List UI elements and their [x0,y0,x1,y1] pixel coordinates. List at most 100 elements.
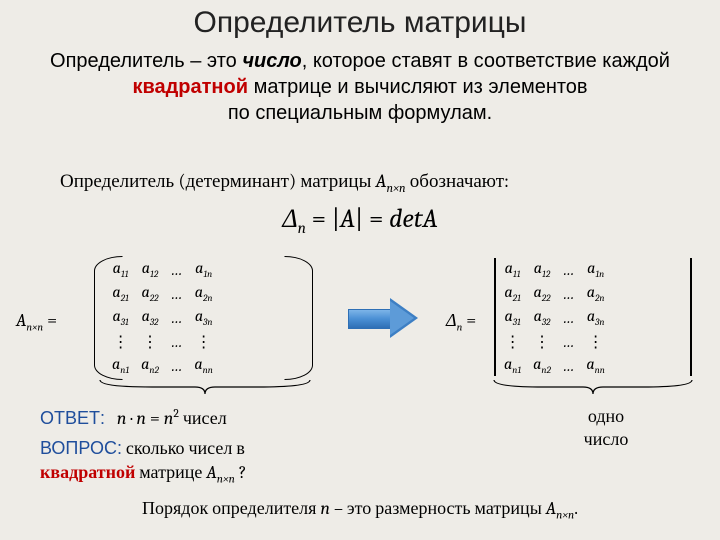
arrow-body [348,309,392,329]
cell: a1n [580,258,610,282]
intro-italic-word: число [242,50,301,72]
answer-n3: n [164,408,174,429]
table-row: a31a32…a3n [106,306,219,330]
formula-A2: A [423,204,438,234]
notation-after: обозначают: [406,170,509,192]
cell: a22 [527,282,557,306]
cell: ⋮ [188,330,218,354]
notation-A: A [376,170,387,192]
cell: ⋮ [135,330,165,354]
odno: одно [588,406,624,427]
brace-left [100,378,310,400]
answer-eq: = [146,408,164,429]
footer-A: A [546,498,556,519]
cell: an2 [527,354,557,378]
question-red: квадратной [40,462,135,483]
matrix-left: a11a12…a1n a21a22…a2n a31a32…a3n ⋮⋮…⋮ an… [106,258,219,378]
cell: ⋮ [527,330,557,354]
slide: Определитель матрицы Определитель – это … [0,0,720,540]
intro-part3: матрице и вычисляют из элементов [248,76,588,98]
cell: … [557,354,581,378]
det-bar-left [494,258,496,376]
cell: an1 [498,354,527,378]
table-row: ⋮⋮…⋮ [498,330,611,354]
cell: … [165,354,189,378]
matrix-right: a11a12…a1n a21a22…a2n a31a32…a3n ⋮⋮…⋮ an… [498,258,611,378]
answer-dot: · [126,408,136,429]
cell: a2n [580,282,610,306]
table-row: ⋮⋮…⋮ [106,330,219,354]
answer-n2: n [136,408,146,429]
formula-det: det [389,204,423,234]
intro-text: Определитель – это число, которое ставят… [40,48,680,126]
cell: a3n [580,306,610,330]
delta-eq: = [462,310,476,331]
brace-right [494,378,692,400]
formula-eq2: | = [355,204,389,234]
footer-before: Порядок определителя [142,498,320,519]
footer-line: Порядок определителя n – это размерность… [40,498,680,522]
cell: … [165,306,189,330]
footer-sub: n×n [556,508,574,522]
delta-label: Δn = [446,310,476,334]
formula-A: A [340,204,355,234]
table-row: a11a12…a1n [106,258,219,282]
cell: a31 [498,306,527,330]
cell: ⋮ [498,330,527,354]
matrix-left-table: a11a12…a1n a21a22…a2n a31a32…a3n ⋮⋮…⋮ an… [106,258,219,378]
cell: a2n [188,282,218,306]
question-text: сколько чисел в [122,438,245,459]
label-A-sub: n×n [26,321,43,334]
cell: a32 [135,306,165,330]
cell: a11 [106,258,135,282]
question-label: ВОПРОС: [40,438,122,458]
table-row: a21a22…a2n [498,282,611,306]
cell: ⋮ [580,330,610,354]
cell: a1n [188,258,218,282]
table-row: an1an2…ann [106,354,219,378]
matrix-right-table: a11a12…a1n a21a22…a2n a31a32…a3n ⋮⋮…⋮ an… [498,258,611,378]
intro-part1: Определитель – это [50,50,242,72]
cell: … [557,282,581,306]
notation-line: Определитель (детерминант) матрицы An×n … [60,170,660,196]
formula-delta: Δ [282,204,297,234]
arrow-head-fill [390,301,414,335]
footer-dot: . [574,498,578,519]
intro-red-word: квадратной [132,76,248,98]
question-qmark: ? [235,462,247,483]
cell: a21 [498,282,527,306]
footer-mid: – это размерность матрицы [330,498,546,519]
question-block: ВОПРОС: сколько чисел в квадратной матри… [40,436,420,488]
det-bar-right [690,258,692,376]
paren-right [256,256,313,380]
notation-formula: Δn = |A| = detA [0,204,720,237]
cell: a11 [498,258,527,282]
footer-n: n [320,498,330,519]
cell: … [165,258,189,282]
notation-before: Определитель (детерминант) матрицы [60,170,376,192]
intro-part2: , которое ставят в соответствие каждой [302,50,670,72]
cell: a21 [106,282,135,306]
slide-title: Определитель матрицы [0,6,720,40]
cell: an2 [135,354,165,378]
chislo: число [584,429,629,450]
cell: a12 [135,258,165,282]
cell: … [557,306,581,330]
question-after: матрице [135,462,206,483]
question-A: A [206,462,216,483]
cell: an1 [106,354,135,378]
one-number-caption: одно число [556,406,656,451]
cell: a3n [188,306,218,330]
cell: ⋮ [106,330,135,354]
intro-line2: по специальным формулам. [228,102,492,124]
cell: ann [580,354,610,378]
cell: a22 [135,282,165,306]
table-row: a31a32…a3n [498,306,611,330]
cell: … [165,330,189,354]
cell: … [165,282,189,306]
cell: … [557,330,581,354]
delta-sym: Δ [446,310,457,331]
label-eq: = [43,310,57,331]
cell: a12 [527,258,557,282]
table-row: a21a22…a2n [106,282,219,306]
